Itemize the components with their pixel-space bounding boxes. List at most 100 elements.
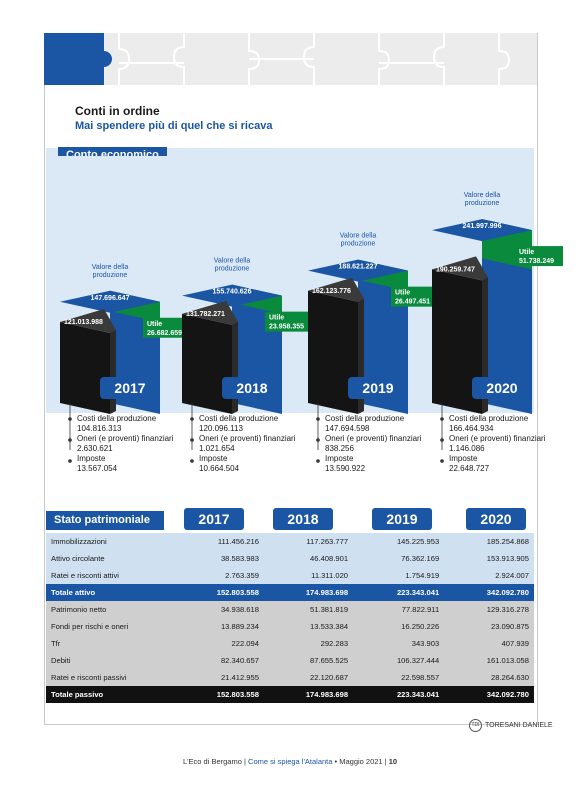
cost-value: 147.694.598 xyxy=(325,424,370,433)
cell-value: 222.094 xyxy=(231,639,259,648)
cell-value: 82.340.657 xyxy=(220,656,259,665)
cell-value: 152.803.558 xyxy=(216,690,259,699)
sp-year-2017: 2017 xyxy=(184,508,244,530)
cell-value: 2.763.359 xyxy=(225,571,259,580)
table-row: Ratei e risconti attivi 2.763.359 11.311.0… xyxy=(46,567,534,584)
year-badge xyxy=(222,377,282,399)
cost-label: Oneri (e proventi) finanziari xyxy=(199,434,296,443)
utile-badge-label: Utile xyxy=(269,315,284,322)
cost-dot xyxy=(440,459,444,463)
cell-value: 28.264.630 xyxy=(490,673,529,682)
cell-value: 407.939 xyxy=(501,639,529,648)
cell-value: 21.412.955 xyxy=(220,673,259,682)
utile-badge-value: 26.682.659 xyxy=(147,330,182,337)
credit: TDI TORESANI DANIELE xyxy=(469,719,553,732)
utile-badge xyxy=(143,317,191,338)
cell-value: 16.250.226 xyxy=(401,622,440,631)
footer-page-number: 10 xyxy=(388,757,398,766)
cost-value: 120.096.113 xyxy=(199,424,243,433)
table-row: Totale attivo 152.803.558 174.983.698 223.3… xyxy=(46,584,534,601)
cell-value: 22.120.687 xyxy=(310,673,349,682)
row-label: Tfr xyxy=(51,639,61,648)
costi-bar-face xyxy=(308,290,358,414)
cost-value: 1.021.654 xyxy=(199,444,235,453)
cell-value: 51.381.819 xyxy=(310,605,349,614)
row-label: Totale attivo xyxy=(51,588,96,597)
costi-bar-face xyxy=(60,322,110,414)
valore-label: produzione xyxy=(465,200,500,207)
cost-dot xyxy=(316,438,320,442)
conto-economico-strip xyxy=(46,148,534,156)
sp-year-2018: 2018 xyxy=(273,508,333,530)
table-row: Immobilizzazioni 111.456.216 117.263.777 14… xyxy=(46,533,534,550)
footer-magazine: Come si spiega l'Atalanta xyxy=(248,757,333,766)
valore-label: Valore della xyxy=(464,192,501,199)
cell-value: 223.343.041 xyxy=(396,588,440,597)
costi-bar-side xyxy=(232,321,238,414)
page-footer: L'Eco di Bergamo | Come si spiega l'Atal… xyxy=(0,757,580,766)
valore-label: produzione xyxy=(93,272,128,279)
valore-value-label: 155.740.626 xyxy=(213,289,252,296)
valore-bar-top xyxy=(432,219,532,242)
valore-bar-top xyxy=(60,290,160,313)
cell-value: 117.263.777 xyxy=(306,537,349,546)
cell-value: 11.311.020 xyxy=(311,571,349,580)
costi-bar-top xyxy=(432,256,488,281)
cell-value: 87.655.525 xyxy=(310,656,349,665)
cost-value: 166.464.934 xyxy=(449,424,494,433)
cell-value: 34.938.618 xyxy=(220,605,259,614)
cell-value: 111.456.216 xyxy=(217,537,259,546)
cell-value: 185.254.868 xyxy=(486,537,529,546)
cell-value: 343.903 xyxy=(411,639,440,648)
cost-dot xyxy=(190,459,194,463)
costi-top-label: 162.123.776 xyxy=(312,288,351,295)
cell-value: 1.754.919 xyxy=(405,571,440,580)
cost-label: Imposte xyxy=(325,454,354,463)
utile-badge-label: Utile xyxy=(147,321,162,328)
credit-text: TORESANI DANIELE xyxy=(485,722,553,729)
cell-value: 342.092.780 xyxy=(486,588,529,597)
cost-dot xyxy=(190,438,194,442)
utile-badge-value: 23.958.355 xyxy=(269,324,304,331)
cost-label: Imposte xyxy=(77,454,106,463)
cell-value: 174.983.698 xyxy=(305,690,349,699)
cost-label: Imposte xyxy=(449,454,478,463)
cost-value: 13.590.922 xyxy=(325,464,366,473)
utile-badge xyxy=(391,286,439,307)
costs-block: Costi della produzione 166.464.934 Oneri (… xyxy=(449,414,545,474)
title-block: Conti in ordine Mai spendere più di quel… xyxy=(75,104,272,132)
year-badge-label: 2018 xyxy=(236,380,267,396)
costi-bar-top xyxy=(182,300,238,325)
valore-bar-top xyxy=(308,259,408,282)
utile-badge xyxy=(265,311,313,332)
costi-bar-side xyxy=(110,330,116,414)
cell-value: 342.092.780 xyxy=(486,690,529,699)
row-label: Fondi per rischi e oneri xyxy=(51,622,129,631)
cell-value: 23.090.875 xyxy=(490,622,529,631)
cost-label: Costi della produzione xyxy=(325,414,405,423)
utile-badge-label: Utile xyxy=(519,249,534,256)
cell-value: 13.533.384 xyxy=(310,622,349,631)
cost-label: Oneri (e proventi) finanziari xyxy=(77,434,174,443)
cell-value: 46.408.901 xyxy=(310,554,349,563)
cell-value: 77.822.911 xyxy=(401,605,440,614)
cell-value: 2.924.007 xyxy=(495,571,529,580)
costs-block: Costi della produzione 147.694.598 Oneri (… xyxy=(325,414,421,474)
cost-dot xyxy=(68,438,72,442)
cost-label: Costi della produzione xyxy=(199,414,279,423)
page-subtitle: Mai spendere più di quel che si ricava xyxy=(75,120,273,132)
utile-badge-label: Utile xyxy=(395,290,410,297)
row-label: Ratei e risconti attivi xyxy=(51,571,119,580)
costi-bar-face xyxy=(432,269,482,414)
costi-bar-face xyxy=(182,313,232,414)
cost-value: 104.816.313 xyxy=(77,424,122,433)
costi-bar-top xyxy=(60,309,116,334)
cell-value: 13.889.234 xyxy=(220,622,259,631)
cell-value: 145.225.953 xyxy=(396,537,440,546)
utile-badge-value: 26.497.451 xyxy=(395,299,430,306)
valore-bar-face xyxy=(482,219,532,414)
table-row: Fondi per rischi e oneri 13.889.234 13.533… xyxy=(46,618,534,635)
costi-bar-top xyxy=(308,277,364,302)
cell-value: 22.598.557 xyxy=(401,673,440,682)
